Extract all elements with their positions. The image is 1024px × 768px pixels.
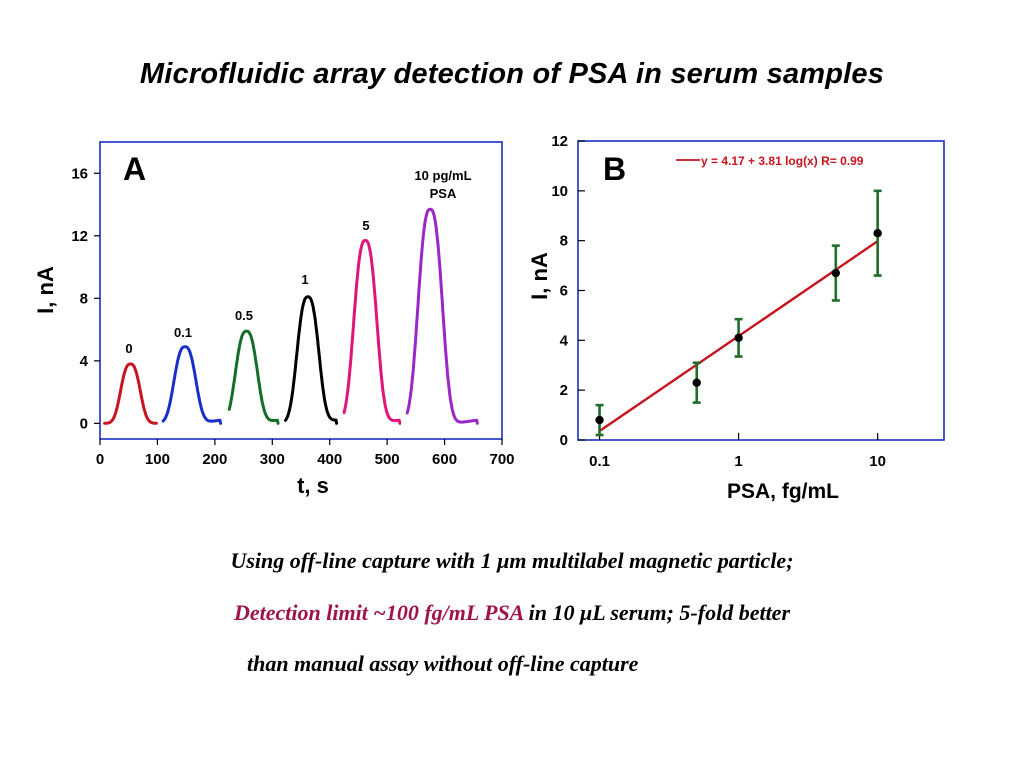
data-point: [734, 333, 743, 343]
panel-b-y-axis-label: I, nA: [527, 252, 552, 300]
panel-b-y-tick-label: 8: [560, 233, 568, 250]
data-point: [595, 415, 604, 425]
panel-b-y-tick-label: 10: [551, 183, 568, 200]
panel-a-x-tick-label: 0: [96, 451, 104, 468]
panel-a-y-tick-label: 16: [71, 165, 88, 182]
panel-b-x-tick-label: 1: [734, 453, 742, 470]
panel-a-y-tick-label: 8: [80, 290, 88, 307]
caption-line-3: than manual assay without off-line captu…: [241, 651, 639, 676]
peak-trace: [284, 295, 339, 425]
panel-b-y-tick-label: 4: [560, 332, 569, 349]
panel-b-y-tick-label: 2: [560, 382, 568, 399]
peak-annotation: 0.5: [235, 308, 253, 323]
panel-b-x-tick-label: 10: [869, 453, 886, 470]
peak-trace: [342, 239, 402, 425]
caption-line-2-rest: in 10 μL serum; 5-fold better: [523, 600, 791, 625]
panel-b-x-tick-label: 0.1: [589, 453, 610, 470]
panel-a-x-tick-label: 700: [489, 451, 514, 468]
data-point: [831, 268, 840, 278]
data-point: [873, 228, 882, 238]
panel-a-x-tick-label: 600: [432, 451, 457, 468]
panel-b-frame: [577, 140, 945, 441]
panel-a-label: A: [123, 151, 146, 187]
caption-line-2: Detection limit ~100 fg/mL PSA in 10 μL …: [0, 600, 1024, 626]
panel-a-y-tick-label: 4: [80, 353, 89, 370]
panel-b-y-tick-label: 0: [560, 432, 568, 449]
panel-b-y-tick-label: 6: [560, 283, 568, 300]
peak-trace: [161, 345, 223, 425]
slide-title: Microfluidic array detection of PSA in s…: [139, 58, 885, 90]
peak-annotation: 10 pg/mL: [414, 168, 471, 183]
panel-a-x-tick-label: 200: [202, 451, 227, 468]
panel-b-x-axis-label: PSA, fg/mL: [727, 480, 839, 503]
peak-trace: [227, 329, 280, 425]
panel-a-y-tick-label: 0: [80, 415, 88, 432]
legend-entry: y = 4.17 + 3.81 log(x) R= 0.99: [701, 154, 864, 168]
panel-a-frame: [99, 141, 503, 440]
panel-b-y-tick-label: 12: [551, 133, 568, 150]
caption-line-1: Using off-line capture with 1 μm multila…: [230, 548, 794, 573]
panel-b-label: B: [603, 151, 626, 187]
detection-limit-highlight: Detection limit ~100 fg/mL PSA: [233, 600, 524, 625]
data-point: [692, 378, 701, 387]
peak-trace: [405, 207, 479, 425]
peak-annotation: 5: [362, 218, 369, 233]
panel-a-x-tick-label: 400: [317, 451, 342, 468]
panel-a-x-tick-label: 100: [145, 451, 170, 468]
panel-a-x-tick-label: 500: [375, 451, 400, 468]
panel-a-y-axis-label: I, nA: [33, 266, 58, 314]
peak-annotation: 0: [125, 341, 132, 356]
peak-annotation: 1: [301, 272, 308, 287]
panel-a-x-tick-label: 300: [260, 451, 285, 468]
peak-annotation: 0.1: [174, 325, 192, 340]
panel-a-x-axis-label: t, s: [297, 473, 329, 498]
peak-annotation: PSA: [430, 186, 457, 201]
panel-a-y-tick-label: 12: [71, 228, 88, 245]
peak-trace: [103, 362, 158, 425]
